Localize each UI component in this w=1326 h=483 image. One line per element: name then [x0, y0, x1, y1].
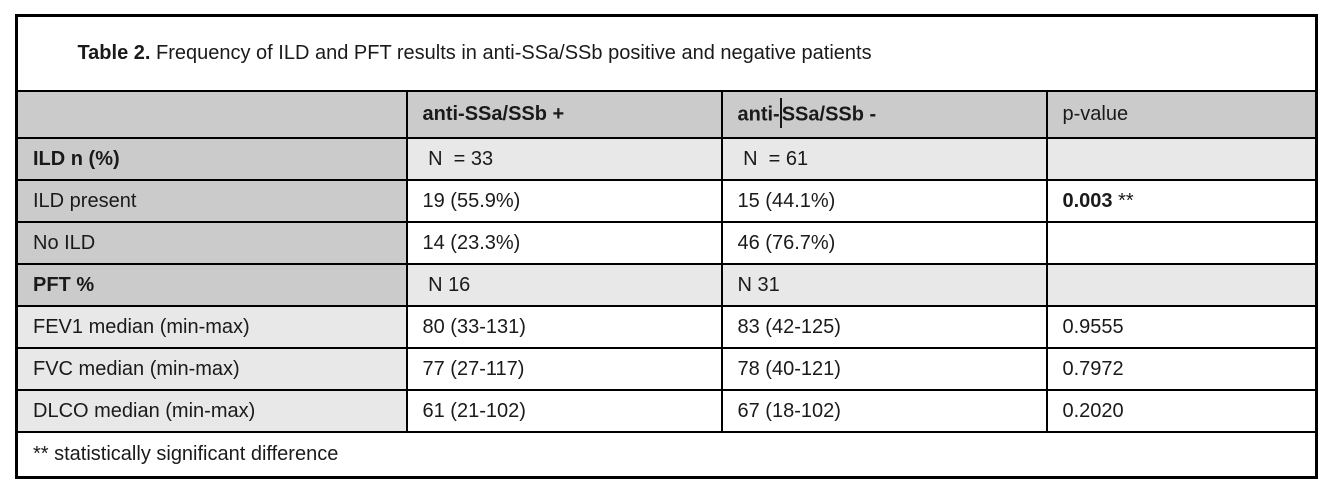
table-row-dlco: DLCO median (min-max) 61 (21-102) 67 (18…: [15, 389, 1318, 433]
header-empty-cell: [15, 90, 408, 139]
row-label-cell: FEV1 median (min-max): [15, 305, 408, 349]
negative-value-cell: N 31: [720, 263, 1048, 307]
header-p-value: p-value: [1045, 90, 1318, 139]
p-value-cell: 0.9555: [1045, 305, 1318, 349]
negative-value-cell: 83 (42-125): [720, 305, 1048, 349]
text-cursor-icon: [779, 97, 782, 128]
header-negative-prefix: anti-: [737, 102, 780, 125]
p-value-cell: [1045, 137, 1318, 181]
table-title-number: Table 2.: [77, 42, 151, 64]
p-value-cell: 0.003 **: [1045, 179, 1318, 223]
ild-pft-results-table: Table 2. Frequency of ILD and PFT result…: [15, 14, 1319, 479]
table-row-ild-n: ILD n (%) N = 33 N = 61: [15, 137, 1318, 181]
negative-value-cell: 46 (76.7%): [720, 221, 1048, 265]
header-anti-ssa-positive: anti-SSa/SSb +: [405, 90, 723, 139]
positive-value-cell: 14 (23.3%): [405, 221, 723, 265]
row-label-cell: No ILD: [15, 221, 408, 265]
positive-value-cell: 80 (33-131): [405, 305, 723, 349]
row-label-cell: FVC median (min-max): [15, 347, 408, 391]
table-title-row: Table 2. Frequency of ILD and PFT result…: [15, 14, 1318, 92]
positive-value-cell: 77 (27-117): [405, 347, 723, 391]
table-row-ild-present: ILD present 19 (55.9%) 15 (44.1%) 0.003 …: [15, 179, 1318, 223]
p-value-cell: 0.7972: [1045, 347, 1318, 391]
header-negative-suffix: SSa/SSb -: [781, 102, 877, 125]
row-label-cell: ILD present: [15, 179, 408, 223]
row-label-cell: ILD n (%): [15, 137, 408, 181]
positive-value-cell: N 16: [405, 263, 723, 307]
negative-value-cell: N = 61: [720, 137, 1048, 181]
positive-value-cell: N = 33: [405, 137, 723, 181]
table-row-pft: PFT % N 16 N 31: [15, 263, 1318, 307]
p-value-cell: [1045, 221, 1318, 265]
significance-asterisks: **: [1112, 189, 1134, 212]
p-value-significant: 0.003: [1062, 189, 1113, 212]
negative-value-cell: 67 (18-102): [720, 389, 1048, 433]
table-title-cell: Table 2. Frequency of ILD and PFT result…: [15, 14, 1318, 92]
p-value-cell: [1045, 263, 1318, 307]
table-header-row: anti-SSa/SSb + anti- SSa/SSb - p-value: [15, 90, 1318, 139]
table-row-fev1: FEV1 median (min-max) 80 (33-131) 83 (42…: [15, 305, 1318, 349]
negative-value-cell: 15 (44.1%): [720, 179, 1048, 223]
table-footnote-row: ** statistically significant difference: [15, 431, 1318, 478]
table-row-no-ild: No ILD 14 (23.3%) 46 (76.7%): [15, 221, 1318, 265]
p-value-cell: 0.2020: [1045, 389, 1318, 433]
table-title-text: Frequency of ILD and PFT results in anti…: [150, 42, 872, 64]
row-label-cell: DLCO median (min-max): [15, 389, 408, 433]
row-label-cell: PFT %: [15, 263, 408, 307]
table-row-fvc: FVC median (min-max) 77 (27-117) 78 (40-…: [15, 347, 1318, 391]
positive-value-cell: 61 (21-102): [405, 389, 723, 433]
header-anti-ssa-negative: anti- SSa/SSb -: [720, 90, 1048, 139]
positive-value-cell: 19 (55.9%): [405, 179, 723, 223]
table-footnote-cell: ** statistically significant difference: [15, 431, 1318, 478]
negative-value-cell: 78 (40-121): [720, 347, 1048, 391]
